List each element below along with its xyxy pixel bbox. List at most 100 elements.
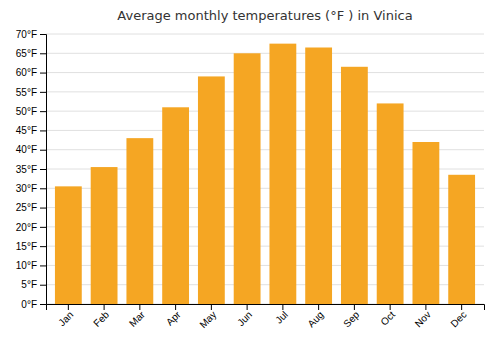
x-tick-label: May (197, 309, 218, 330)
x-axis: Jan Feb Mar Apr May Jun Jul Aug Sep Oct Nov Dec (47, 304, 485, 330)
y-tick: 70°F (16, 29, 46, 40)
grid-line (46, 130, 484, 131)
grid-line (46, 111, 484, 112)
x-tick-mark (282, 304, 283, 310)
x-tick: Jan (56, 304, 75, 328)
bar (126, 138, 153, 304)
x-tick-label: Jan (56, 309, 75, 328)
y-tick: 45°F (16, 125, 46, 136)
x-tick-label: Oct (378, 309, 397, 328)
bar (269, 44, 296, 304)
y-tick: 55°F (16, 87, 46, 98)
y-tick: 10°F (16, 260, 46, 271)
bar (91, 167, 118, 304)
y-tick: 50°F (16, 106, 46, 117)
x-tick-label: Aug (305, 309, 325, 329)
y-tick-mark (40, 169, 46, 170)
y-tick-mark (40, 246, 46, 247)
x-tick: Jul (273, 304, 290, 326)
grid-line (46, 34, 484, 35)
bar (448, 175, 475, 304)
grid-line (46, 53, 484, 54)
y-tick-mark (40, 208, 46, 209)
bars (55, 44, 475, 304)
y-tick-label: 65°F (16, 48, 37, 59)
x-tick: Apr (164, 304, 183, 328)
y-tick-label: 10°F (16, 260, 37, 271)
x-tick: Feb (91, 304, 111, 329)
x-tick-mark (104, 304, 105, 310)
y-tick: 5°F (21, 279, 46, 290)
y-tick: 30°F (16, 183, 46, 194)
y-tick: 0°F (21, 299, 46, 310)
bar (55, 186, 82, 304)
chart-title: Average monthly temperatures (°F ) in Vi… (117, 8, 412, 23)
y-tick-label: 0°F (21, 299, 37, 310)
x-tick-label: Apr (164, 308, 183, 327)
y-tick: 25°F (16, 202, 46, 213)
x-axis-line (47, 305, 485, 311)
x-tick: Sep (341, 304, 362, 329)
x-tick-mark (139, 304, 140, 310)
x-tick-mark (68, 304, 69, 310)
x-tick-mark (390, 304, 391, 310)
y-tick-label: 30°F (16, 183, 37, 194)
y-tick-mark (40, 53, 46, 54)
bar (412, 142, 439, 304)
x-tick-label: Feb (91, 309, 111, 329)
y-tick-mark (40, 285, 46, 286)
y-tick-label: 45°F (16, 125, 37, 136)
x-tick-mark (247, 304, 248, 310)
y-tick-mark (40, 304, 46, 305)
y-tick: 20°F (16, 222, 46, 233)
x-tick: Jun (235, 304, 254, 328)
y-tick-label: 20°F (16, 222, 37, 233)
x-tick-mark (211, 304, 212, 310)
bar (305, 48, 332, 305)
grid-line (46, 91, 484, 92)
x-tick-label: Jun (235, 309, 254, 328)
y-tick-mark (40, 92, 46, 93)
bar (234, 53, 261, 304)
y-tick: 65°F (16, 48, 46, 59)
grid-line (46, 72, 484, 73)
y-tick-label: 5°F (21, 279, 37, 290)
x-tick: Nov (413, 304, 433, 329)
y-tick-label: 35°F (16, 164, 37, 175)
y-tick-mark (40, 150, 46, 151)
x-tick-label: Nov (413, 309, 433, 329)
plot-area: 0°F 5°F 10°F 15°F 20°F 25°F 30°F 35°F 40°F 45°F 50… (16, 29, 485, 330)
y-tick-label: 60°F (16, 67, 37, 78)
x-tick-mark (461, 304, 462, 310)
y-tick-mark (40, 73, 46, 74)
x-tick-label: Jul (273, 309, 290, 326)
y-tick-label: 15°F (16, 241, 37, 252)
y-tick-mark (40, 265, 46, 266)
x-tick-mark (354, 304, 355, 310)
y-tick-label: 50°F (16, 106, 37, 117)
y-axis-line (40, 35, 47, 305)
y-tick-mark (40, 227, 46, 228)
x-tick-label: Sep (341, 309, 362, 330)
x-tick: Mar (127, 304, 147, 329)
grid (46, 34, 484, 304)
x-tick-mark (175, 304, 176, 310)
y-tick-label: 40°F (16, 144, 37, 155)
y-tick-mark (40, 34, 46, 35)
bar (162, 107, 189, 304)
y-tick: 60°F (16, 67, 46, 78)
y-tick-mark (40, 111, 46, 112)
x-tick-label: Dec (448, 309, 468, 329)
y-tick-label: 25°F (16, 202, 37, 213)
x-tick-label: Mar (127, 308, 147, 328)
chart: Average monthly temperatures (°F ) in Vi… (0, 0, 500, 350)
y-tick: 15°F (16, 241, 46, 252)
y-tick-label: 55°F (16, 87, 37, 98)
y-tick-mark (40, 130, 46, 131)
x-tick: Aug (305, 304, 325, 329)
y-tick: 40°F (16, 144, 46, 155)
y-tick: 35°F (16, 164, 46, 175)
x-tick: Dec (448, 304, 468, 329)
x-tick: May (197, 304, 218, 330)
y-tick-label: 70°F (16, 29, 37, 40)
